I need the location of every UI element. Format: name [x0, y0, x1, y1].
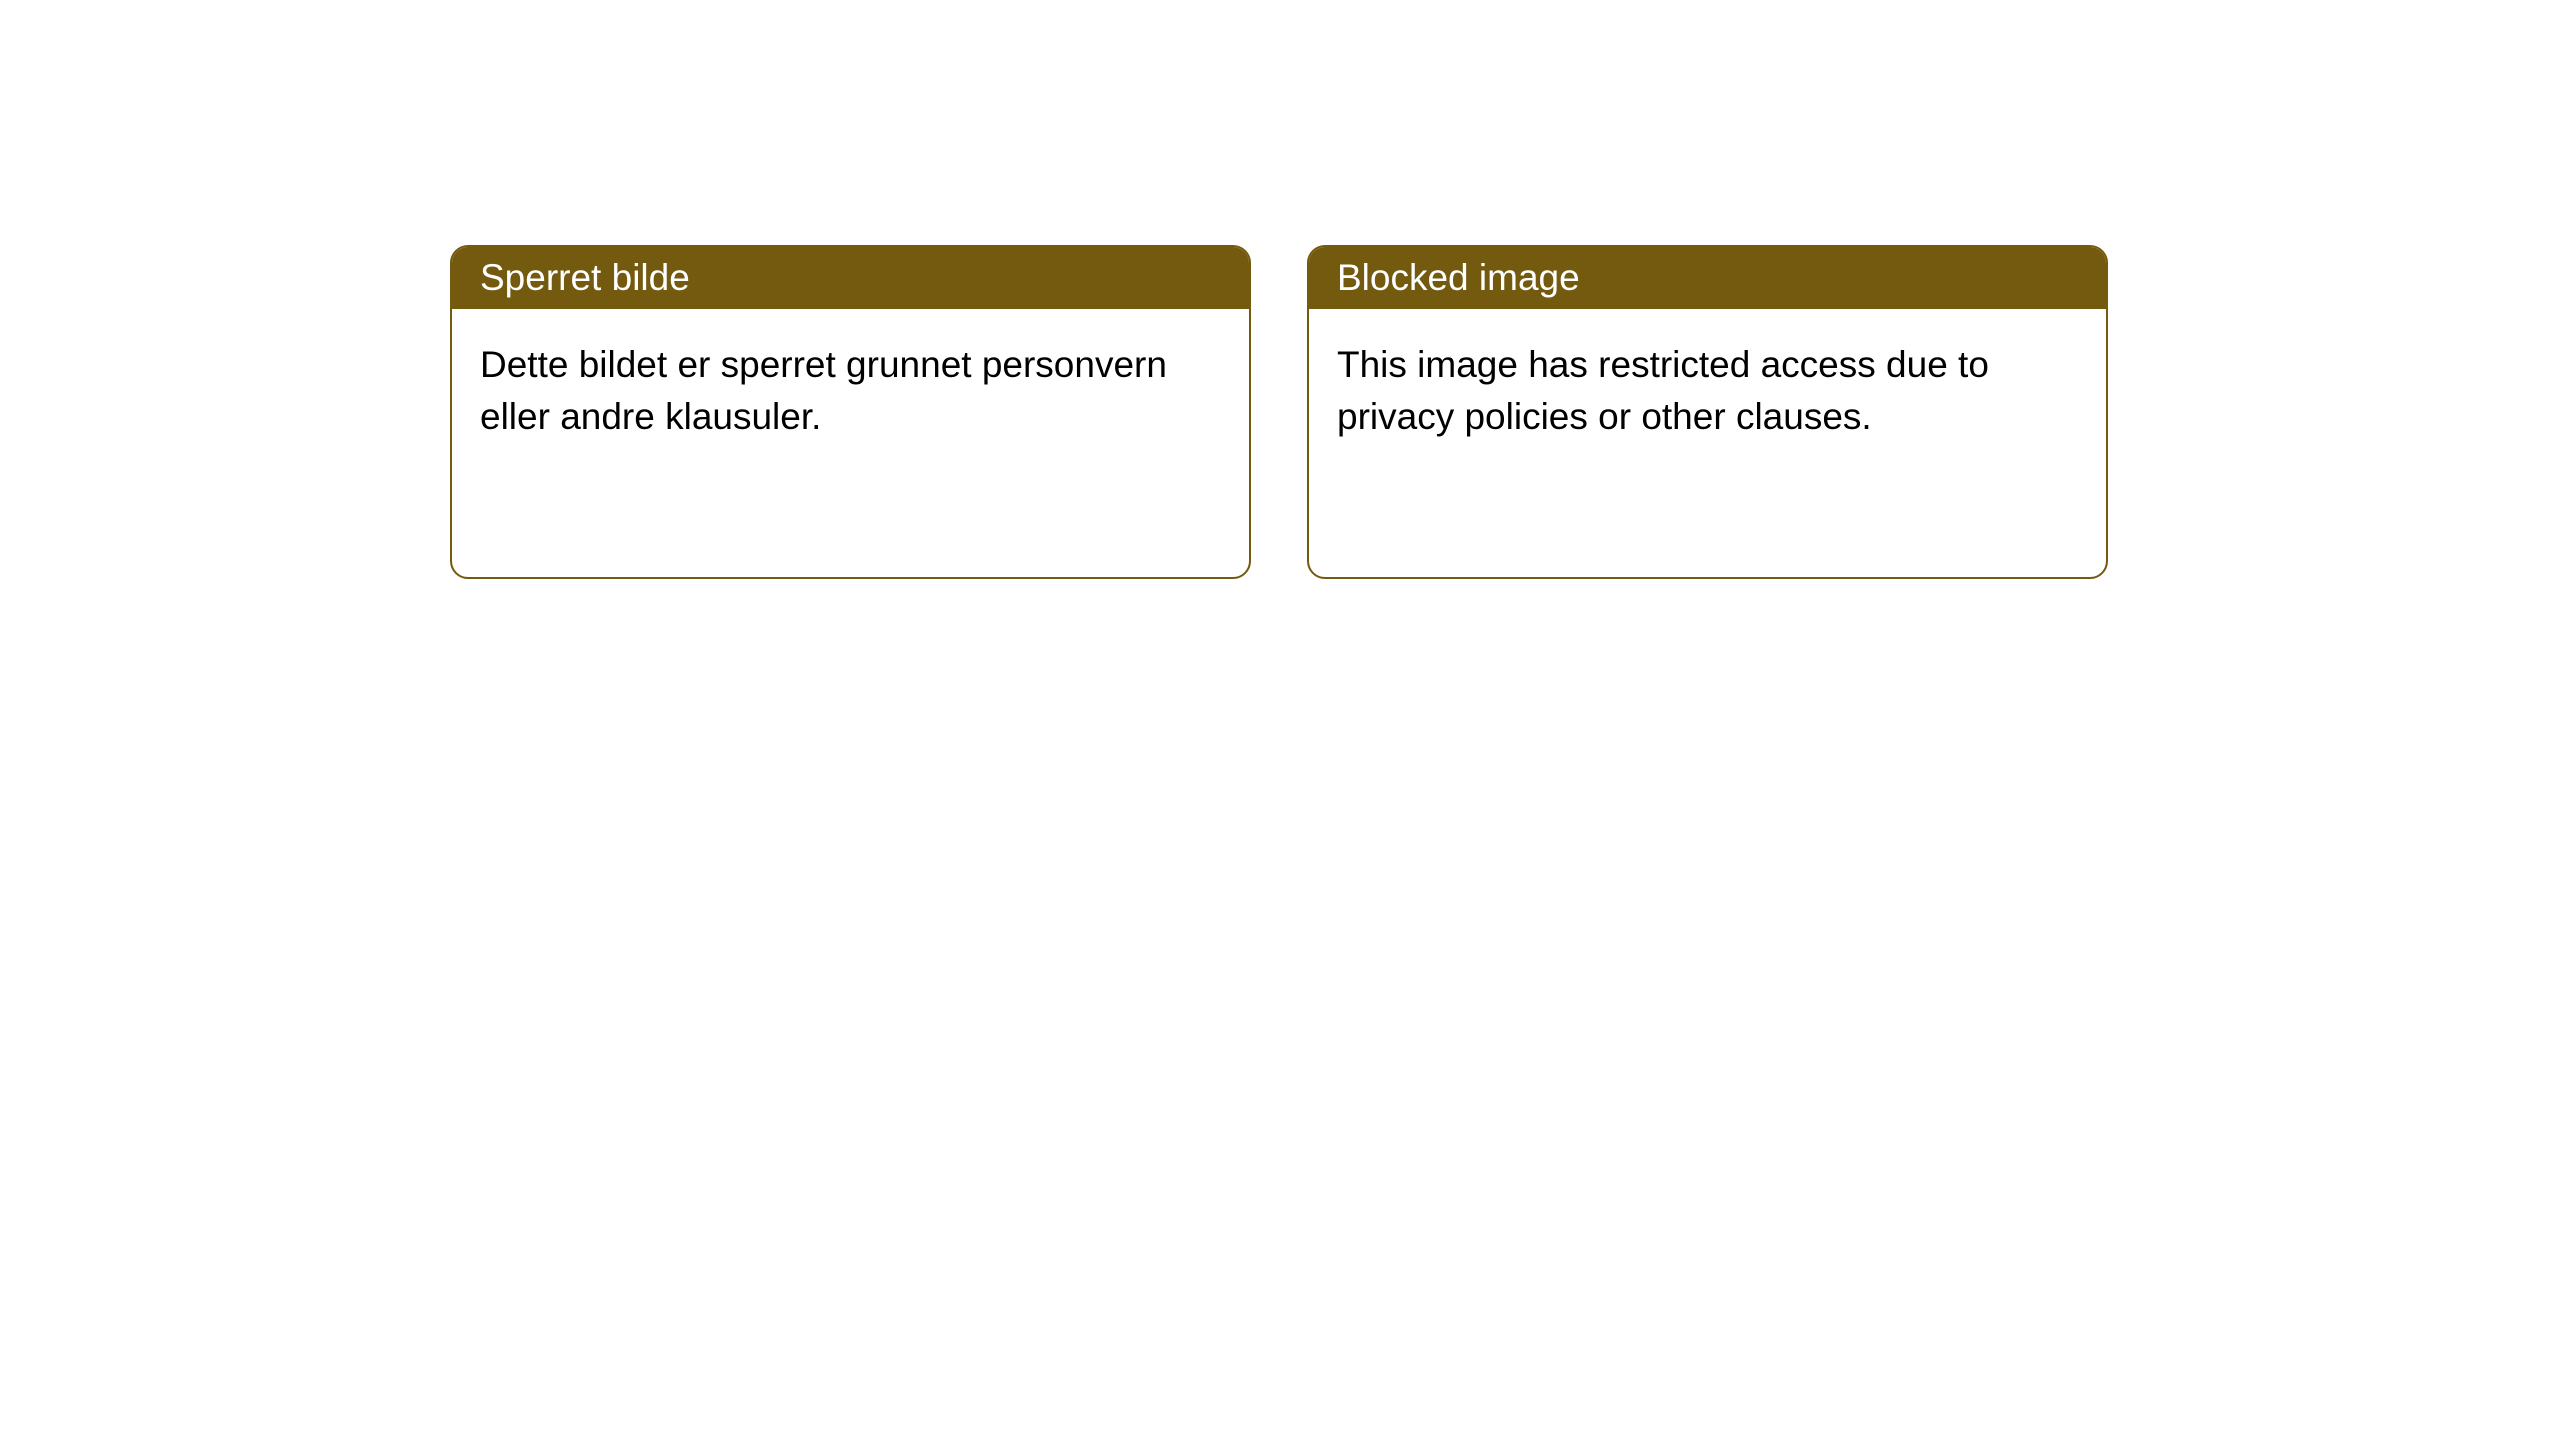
notice-card-en: Blocked image This image has restricted …	[1307, 245, 2108, 579]
notice-body-nb: Dette bildet er sperret grunnet personve…	[452, 309, 1249, 473]
notice-header-nb: Sperret bilde	[452, 247, 1249, 309]
notice-container: Sperret bilde Dette bildet er sperret gr…	[0, 0, 2560, 579]
notice-header-en: Blocked image	[1309, 247, 2106, 309]
notice-body-en: This image has restricted access due to …	[1309, 309, 2106, 473]
notice-card-nb: Sperret bilde Dette bildet er sperret gr…	[450, 245, 1251, 579]
